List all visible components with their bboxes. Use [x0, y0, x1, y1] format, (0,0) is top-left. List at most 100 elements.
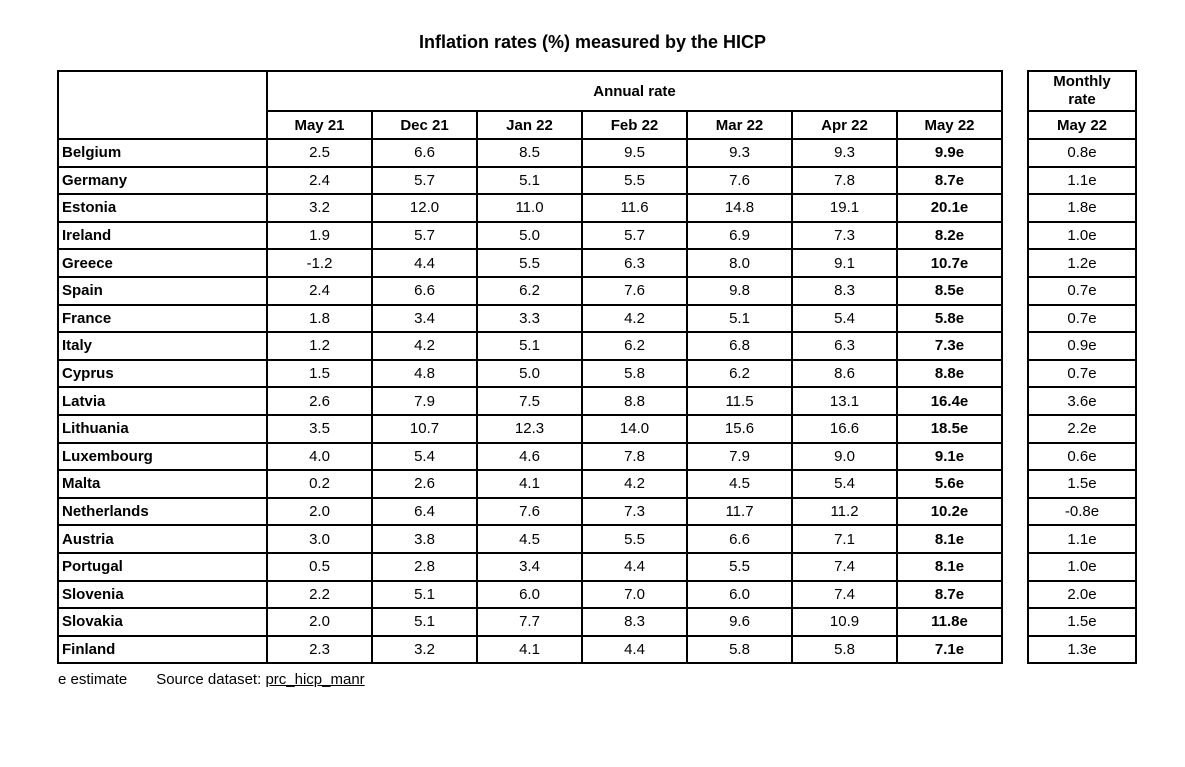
annual-value: 7.5	[476, 386, 583, 416]
annual-value: 19.1	[791, 193, 898, 223]
annual-value: 8.8	[581, 386, 688, 416]
annual-value: 16.6	[791, 413, 898, 444]
annual-value: 13.1	[791, 386, 898, 416]
annual-value: 4.0	[266, 441, 373, 472]
annual-value: 3.3	[476, 303, 583, 334]
annual-value: 1.9	[266, 220, 373, 251]
column-header-jan-22: Jan 22	[476, 110, 583, 140]
annual-value: 7.3	[581, 496, 688, 527]
table-row: Spain 2.4 6.6 6.2 7.6 9.8 8.3 8.5e	[57, 275, 1003, 306]
monthly-table-row: 1.1e	[1027, 524, 1137, 554]
source-dataset-link[interactable]: prc_hicp_manr	[265, 671, 365, 689]
monthly-table-row: 1.8e	[1027, 193, 1137, 223]
annual-value: 8.5	[476, 138, 583, 168]
annual-value: 3.4	[371, 303, 478, 334]
country-label: Belgium	[57, 138, 268, 168]
annual-value: 2.2	[266, 579, 373, 610]
annual-value: 4.5	[686, 469, 793, 499]
source-dataset-label: Source dataset:	[156, 671, 262, 689]
annual-value: 9.9e	[896, 138, 1003, 168]
country-label: Luxembourg	[57, 441, 268, 472]
annual-value: 7.6	[686, 165, 793, 196]
monthly-value: 1.1e	[1027, 524, 1137, 554]
annual-value: 15.6	[686, 413, 793, 444]
table-row: Italy 1.2 4.2 5.1 6.2 6.8 6.3 7.3e	[57, 331, 1003, 361]
annual-value: 2.5	[266, 138, 373, 168]
annual-value: 2.0	[266, 607, 373, 637]
annual-value: 6.3	[581, 248, 688, 278]
footer: e estimate Source dataset: prc_hicp_manr	[58, 671, 1185, 688]
annual-value: 4.1	[476, 469, 583, 499]
annual-value: 7.0	[581, 579, 688, 610]
country-label: Austria	[57, 524, 268, 554]
monthly-table-row: 1.3e	[1027, 634, 1137, 665]
annual-value: 12.3	[476, 413, 583, 444]
table-row: Slovakia 2.0 5.1 7.7 8.3 9.6 10.9 11.8e	[57, 607, 1003, 637]
annual-value: 8.5e	[896, 275, 1003, 306]
annual-value: 3.4	[476, 551, 583, 582]
country-label: Lithuania	[57, 413, 268, 444]
table-row: Cyprus 1.5 4.8 5.0 5.8 6.2 8.6 8.8e	[57, 358, 1003, 389]
table-row: Latvia 2.6 7.9 7.5 8.8 11.5 13.1 16.4e	[57, 386, 1003, 416]
monthly-value: 1.1e	[1027, 165, 1137, 196]
country-label: Italy	[57, 331, 268, 361]
annual-value: 9.1	[791, 248, 898, 278]
annual-value: 2.4	[266, 275, 373, 306]
country-label: Cyprus	[57, 358, 268, 389]
annual-value: 1.2	[266, 331, 373, 361]
annual-value: 9.1e	[896, 441, 1003, 472]
monthly-table-row: 1.5e	[1027, 469, 1137, 499]
annual-value: 9.6	[686, 607, 793, 637]
annual-value: 5.5	[581, 524, 688, 554]
annual-value: 4.6	[476, 441, 583, 472]
country-label: Slovenia	[57, 579, 268, 610]
annual-value: 6.0	[686, 579, 793, 610]
annual-value: 6.2	[476, 275, 583, 306]
country-label: Malta	[57, 469, 268, 499]
monthly-table-row: 0.7e	[1027, 303, 1137, 334]
annual-value: 2.8	[371, 551, 478, 582]
annual-value: 7.9	[371, 386, 478, 416]
monthly-value: 3.6e	[1027, 386, 1137, 416]
annual-rate-group-header: Annual rate	[266, 70, 1003, 112]
monthly-value: 2.2e	[1027, 413, 1137, 444]
annual-value: 7.8	[581, 441, 688, 472]
annual-value: 2.6	[266, 386, 373, 416]
annual-value: 10.9	[791, 607, 898, 637]
annual-value: 7.4	[791, 551, 898, 582]
annual-value: 11.5	[686, 386, 793, 416]
monthly-value: 0.7e	[1027, 275, 1137, 306]
annual-value: 10.7e	[896, 248, 1003, 278]
monthly-value: 2.0e	[1027, 579, 1137, 610]
annual-value: 6.2	[581, 331, 688, 361]
annual-value: 14.0	[581, 413, 688, 444]
annual-value: 8.0	[686, 248, 793, 278]
annual-value: 6.8	[686, 331, 793, 361]
annual-value: 5.7	[581, 220, 688, 251]
annual-value: 8.1e	[896, 524, 1003, 554]
annual-value: 5.1	[371, 607, 478, 637]
table-row: Ireland 1.9 5.7 5.0 5.7 6.9 7.3 8.2e	[57, 220, 1003, 251]
annual-value: 0.2	[266, 469, 373, 499]
annual-value: 5.1	[476, 165, 583, 196]
annual-value: 9.3	[686, 138, 793, 168]
annual-value: 5.1	[686, 303, 793, 334]
monthly-value: 1.0e	[1027, 551, 1137, 582]
annual-value: 7.4	[791, 579, 898, 610]
annual-value: 2.4	[266, 165, 373, 196]
column-header-may-22: May 22	[896, 110, 1003, 140]
table-row: Germany 2.4 5.7 5.1 5.5 7.6 7.8 8.7e	[57, 165, 1003, 196]
annual-value: 7.6	[581, 275, 688, 306]
monthly-table-row: -0.8e	[1027, 496, 1137, 527]
annual-value: 5.6e	[896, 469, 1003, 499]
annual-value: 11.7	[686, 496, 793, 527]
table-row: Estonia 3.2 12.0 11.0 11.6 14.8 19.1 20.1e	[57, 193, 1003, 223]
annual-value: 5.0	[476, 358, 583, 389]
annual-value: 4.2	[581, 303, 688, 334]
annual-value: 6.6	[371, 138, 478, 168]
monthly-value: 0.7e	[1027, 303, 1137, 334]
monthly-table-row: 1.0e	[1027, 220, 1137, 251]
country-label: Finland	[57, 634, 268, 665]
country-label: Portugal	[57, 551, 268, 582]
annual-value: 8.6	[791, 358, 898, 389]
